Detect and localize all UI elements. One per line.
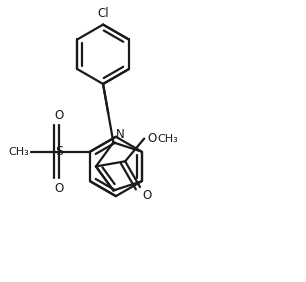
Text: S: S bbox=[55, 145, 63, 158]
Text: O: O bbox=[147, 132, 157, 145]
Text: Cl: Cl bbox=[97, 7, 109, 20]
Text: CH₃: CH₃ bbox=[8, 147, 29, 157]
Text: CH₃: CH₃ bbox=[157, 134, 178, 144]
Text: O: O bbox=[54, 182, 64, 195]
Text: N: N bbox=[115, 128, 124, 141]
Text: O: O bbox=[142, 189, 151, 202]
Text: O: O bbox=[54, 109, 64, 122]
